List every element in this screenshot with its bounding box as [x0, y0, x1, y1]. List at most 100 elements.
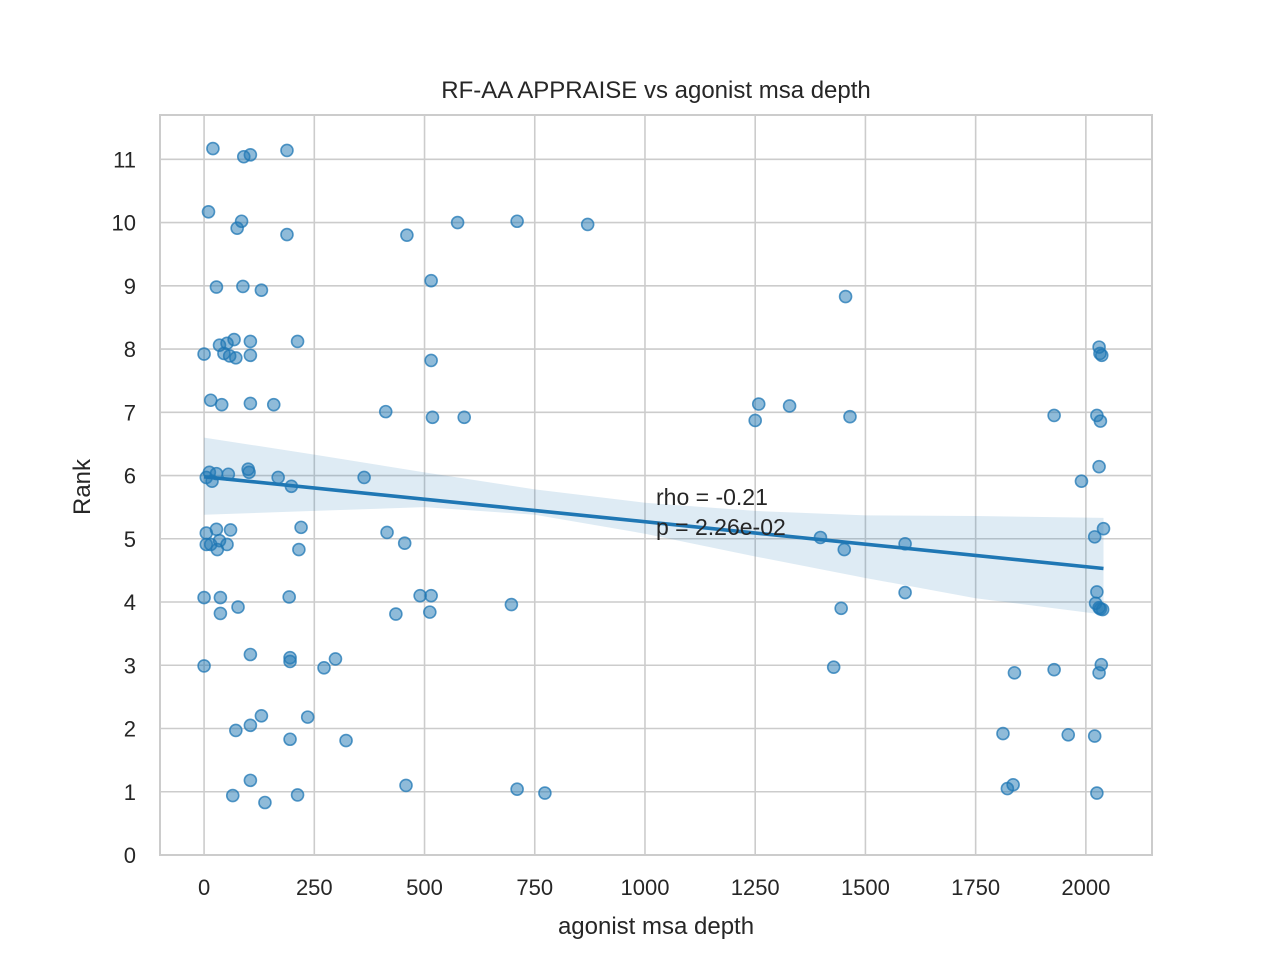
scatter-point	[389, 607, 403, 621]
x-tick-label: 500	[406, 875, 443, 900]
scatter-point	[317, 660, 331, 675]
scatter-point	[300, 710, 315, 724]
scatter-point	[229, 351, 243, 365]
scatter-point	[242, 465, 256, 480]
scatter-point	[254, 283, 269, 297]
y-tick-label: 0	[124, 843, 136, 868]
scatter-point	[290, 788, 305, 802]
scatter-point	[231, 600, 245, 614]
scatter-point	[1006, 777, 1020, 792]
scatter-point	[1093, 414, 1108, 428]
scatter-point	[510, 782, 524, 797]
y-axis-label: Rank	[69, 458, 96, 515]
scatter-point	[197, 347, 211, 361]
scatter-point	[1096, 521, 1111, 536]
chart-title: RF-AA APPRAISE vs agonist msa depth	[441, 77, 871, 104]
scatter-point	[1007, 666, 1022, 680]
x-tick-label: 1500	[841, 875, 890, 900]
scatter-point	[1047, 408, 1061, 423]
scatter-point	[1094, 348, 1109, 363]
scatter-point	[209, 522, 224, 537]
scatter-point	[838, 289, 853, 304]
scatter-point	[380, 525, 394, 540]
scatter-point	[826, 660, 841, 674]
x-tick-label: 1750	[951, 875, 1000, 900]
y-tick-label: 7	[124, 400, 136, 425]
x-tick-label: 250	[296, 875, 333, 900]
scatter-point	[580, 217, 595, 232]
y-tick-label: 4	[124, 590, 136, 615]
scatter-point	[254, 709, 269, 723]
scatter-point	[227, 332, 241, 347]
scatter-point	[328, 652, 343, 666]
scatter-point	[229, 723, 243, 738]
scatter-point	[206, 141, 220, 156]
scatter-point	[1047, 662, 1061, 677]
scatter-point	[243, 348, 258, 363]
scatter-point	[271, 470, 285, 485]
scatter-point	[504, 597, 519, 612]
data-points	[197, 141, 1111, 810]
scatter-point	[213, 590, 228, 605]
scatter-point	[837, 542, 852, 557]
scatter-point	[283, 654, 297, 669]
y-tick-label: 8	[124, 337, 136, 362]
scatter-point	[225, 788, 240, 803]
scatter-point	[424, 353, 438, 368]
scatter-point	[834, 601, 848, 616]
scatter-point	[1092, 459, 1106, 474]
scatter-point	[197, 590, 211, 605]
scatter-point	[357, 470, 371, 485]
y-tick-label: 11	[113, 147, 136, 172]
scatter-point	[201, 204, 216, 219]
x-tick-labels: 0 250 500 750 1000 1250 1500 1750 2000	[198, 875, 1110, 900]
scatter-point	[898, 585, 912, 600]
scatter-point	[203, 393, 218, 408]
y-tick-label: 6	[124, 464, 136, 489]
scatter-point	[258, 795, 272, 810]
scatter-point	[782, 399, 797, 413]
scatter-point	[243, 396, 258, 411]
scatter-point	[1074, 474, 1089, 489]
scatter-point	[843, 409, 857, 424]
scatter-point	[294, 520, 308, 535]
scatter-point	[243, 334, 258, 349]
scatter-point	[213, 606, 228, 621]
x-tick-label: 0	[198, 875, 210, 900]
x-tick-label: 750	[516, 875, 553, 900]
scatter-point	[378, 404, 393, 419]
scatter-point	[197, 659, 211, 673]
scatter-point	[399, 778, 413, 793]
y-tick-label: 2	[124, 717, 136, 742]
scatter-point	[243, 773, 258, 788]
y-tick-labels: 0 1 2 3 4 5 6 7 8 9 10 11	[112, 147, 136, 868]
scatter-point	[280, 227, 294, 242]
x-tick-label: 1250	[731, 875, 780, 900]
y-tick-label: 9	[124, 274, 136, 299]
y-tick-label: 10	[112, 211, 136, 236]
scatter-point	[290, 334, 305, 349]
scatter-point	[457, 410, 472, 425]
x-tick-label: 2000	[1061, 875, 1110, 900]
y-tick-label: 3	[124, 653, 136, 678]
scatter-point	[510, 214, 524, 229]
scatter-point	[400, 228, 414, 242]
p-value-annotation: p = 2.26e-02	[656, 514, 786, 540]
plot-frame	[159, 114, 1153, 856]
grid-lines	[160, 115, 1152, 856]
scatter-point	[339, 733, 353, 748]
scatter-point	[243, 148, 258, 162]
scatter-point	[538, 786, 552, 800]
scatter-point	[424, 588, 438, 603]
scatter-point	[1087, 530, 1102, 544]
scatter-point	[748, 413, 763, 428]
scatter-point	[230, 221, 244, 236]
scatter-point	[214, 397, 229, 412]
scatter-point	[425, 410, 440, 425]
scatter-point	[751, 397, 766, 411]
scatter-point	[996, 726, 1010, 741]
scatter-point	[397, 536, 412, 550]
scatter-point	[423, 605, 437, 619]
scatter-point	[280, 143, 294, 158]
